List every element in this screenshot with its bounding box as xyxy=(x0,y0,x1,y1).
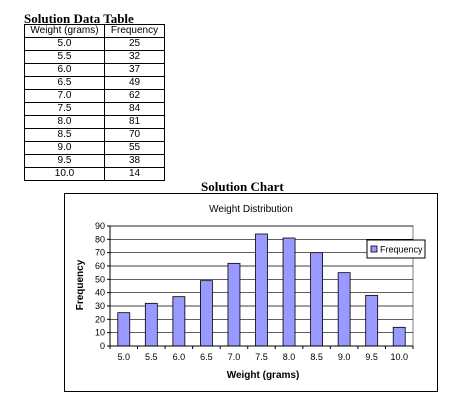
table-title: Solution Data Table xyxy=(24,11,134,26)
x-tick-label: 10.0 xyxy=(390,352,408,362)
chart-frame: Weight Distribution 0 10 20 30 40 50 60 70 80 90 5… xyxy=(64,193,438,392)
frequency-cell: 70 xyxy=(104,128,165,142)
weight-cell: 8.0 xyxy=(24,115,105,129)
legend-label: Frequency xyxy=(380,245,423,255)
column-header-weight: Weight (grams) xyxy=(24,24,105,38)
frequency-cell: 25 xyxy=(104,37,165,51)
y-tick-label: 70 xyxy=(95,248,105,258)
weight-cell: 7.5 xyxy=(24,102,105,116)
x-tick-label: 7.0 xyxy=(228,352,241,362)
x-tick-label: 5.0 xyxy=(118,352,131,362)
y-tick-label: 60 xyxy=(95,261,105,271)
bar xyxy=(337,272,351,347)
table-row: 10.0 14 xyxy=(24,167,165,181)
frequency-cell: 81 xyxy=(104,115,165,129)
weight-cell: 8.5 xyxy=(24,128,105,142)
frequency-cell: 62 xyxy=(104,89,165,103)
y-tick-label: 90 xyxy=(95,221,105,231)
table-row: 8.5 70 xyxy=(24,128,165,142)
bar xyxy=(255,233,268,347)
x-tick-label: 5.5 xyxy=(145,352,158,362)
solution-data-table: Weight (grams) Frequency 5.0 25 5.5 32 6.0 37… xyxy=(24,24,165,181)
y-axis-label: Frequency xyxy=(75,259,86,310)
x-tick-label: 7.5 xyxy=(255,352,268,362)
frequency-cell: 14 xyxy=(104,167,165,181)
y-tick-label: 80 xyxy=(95,234,105,244)
bar xyxy=(365,294,379,347)
frequency-cell: 32 xyxy=(104,50,165,64)
chart-legend: Frequency xyxy=(366,239,426,259)
y-tick-label: 50 xyxy=(95,274,105,284)
weight-cell: 7.0 xyxy=(24,89,105,103)
weight-cell: 9.0 xyxy=(24,141,105,155)
weight-cell: 10.0 xyxy=(24,167,105,181)
table-row: 6.0 37 xyxy=(24,63,165,77)
legend-swatch xyxy=(370,245,378,253)
y-tick-label: 0 xyxy=(100,341,105,351)
table-header-row: Weight (grams) Frequency xyxy=(24,24,165,38)
x-axis-label: Weight (grams) xyxy=(227,370,300,381)
table-row: 9.0 55 xyxy=(24,141,165,155)
frequency-cell: 55 xyxy=(104,141,165,155)
bar xyxy=(392,326,406,347)
x-tick-label: 6.5 xyxy=(200,352,213,362)
bar xyxy=(200,280,213,347)
table-row: 5.0 25 xyxy=(24,37,165,51)
weight-cell: 9.5 xyxy=(24,154,105,168)
weight-cell: 6.5 xyxy=(24,76,105,90)
frequency-cell: 37 xyxy=(104,63,165,77)
x-tick-label: 8.5 xyxy=(310,352,323,362)
weight-distribution-chart: Weight Distribution 0 10 20 30 40 50 60 70 80 90 5… xyxy=(75,204,426,381)
column-header-frequency: Frequency xyxy=(104,24,165,38)
y-tick-label: 20 xyxy=(95,314,105,324)
x-tick-label: 6.0 xyxy=(173,352,186,362)
bar xyxy=(172,296,186,347)
bar xyxy=(310,252,323,347)
y-tick-label: 10 xyxy=(95,328,105,338)
bar xyxy=(282,237,296,347)
x-tick-label: 9.0 xyxy=(338,352,351,362)
table-row: 6.5 49 xyxy=(24,76,165,90)
bar xyxy=(227,262,241,347)
chart-title: Weight Distribution xyxy=(209,204,293,215)
x-tick-label: 9.5 xyxy=(365,352,378,362)
bar xyxy=(117,312,131,347)
table-row: 9.5 38 xyxy=(24,154,165,168)
x-tick-label: 8.0 xyxy=(283,352,296,362)
bar xyxy=(144,302,158,347)
chart-heading: Solution Chart xyxy=(201,179,284,194)
table-row: 7.0 62 xyxy=(24,89,165,103)
y-tick-label: 30 xyxy=(95,301,105,311)
table-row: 5.5 32 xyxy=(24,50,165,64)
y-tick-label: 40 xyxy=(95,288,105,298)
frequency-cell: 49 xyxy=(104,76,165,90)
frequency-cell: 84 xyxy=(104,102,165,116)
weight-cell: 5.0 xyxy=(24,37,105,51)
table-row: 7.5 84 xyxy=(24,102,165,116)
table-row: 8.0 81 xyxy=(24,115,165,129)
frequency-cell: 38 xyxy=(104,154,165,168)
weight-cell: 5.5 xyxy=(24,50,105,64)
weight-cell: 6.0 xyxy=(24,63,105,77)
